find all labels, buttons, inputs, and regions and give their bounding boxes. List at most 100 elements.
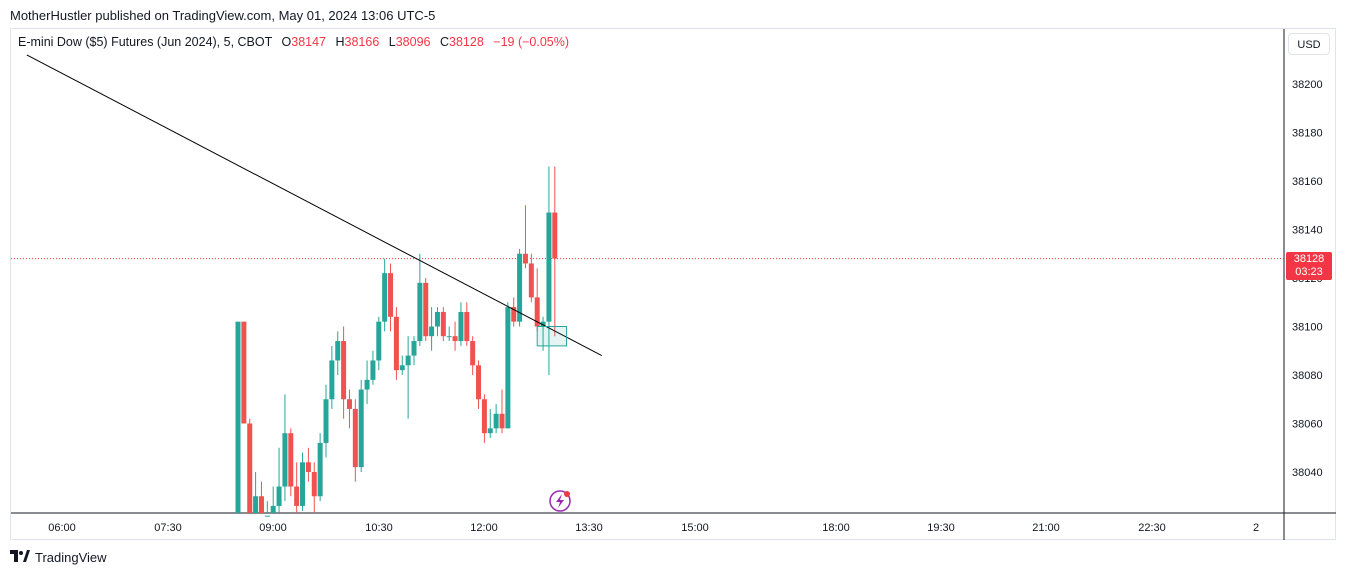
candle xyxy=(358,379,364,472)
candle-body xyxy=(370,360,376,380)
bar-countdown: 03:23 xyxy=(1295,266,1323,278)
candle-body xyxy=(505,307,511,429)
candle xyxy=(376,316,382,371)
candle-body xyxy=(393,316,399,371)
candle xyxy=(458,302,464,346)
candle xyxy=(294,462,300,513)
candle xyxy=(288,428,294,497)
candle-body xyxy=(517,253,523,322)
y-tick-label: 38140 xyxy=(1292,225,1323,237)
trendline[interactable] xyxy=(26,54,602,357)
candle-body xyxy=(429,326,435,337)
candle xyxy=(305,447,311,482)
y-tick-label: 38160 xyxy=(1292,176,1323,188)
candle xyxy=(434,307,440,337)
candle-body xyxy=(382,273,388,322)
x-tick-label: 07:30 xyxy=(154,522,182,534)
candle-body xyxy=(476,365,482,400)
candle xyxy=(370,350,376,385)
rectangle-drawing[interactable] xyxy=(536,326,568,347)
x-tick-label: 22:30 xyxy=(1138,522,1166,534)
candle-body xyxy=(440,311,446,337)
candle-body xyxy=(411,341,417,356)
candle-body xyxy=(317,442,323,497)
candle-body xyxy=(481,399,487,434)
y-tick-label: 38100 xyxy=(1292,322,1323,334)
candle-body xyxy=(405,355,411,366)
candle xyxy=(528,253,534,303)
candle-body xyxy=(376,321,382,361)
candle xyxy=(470,336,476,375)
tradingview-logo[interactable]: TradingView xyxy=(10,550,107,565)
x-tick-label: 21:00 xyxy=(1032,522,1060,534)
chart-legend: E-mini Dow ($5) Futures (Jun 2024), 5, C… xyxy=(18,35,569,49)
lightning-alert-icon[interactable] xyxy=(549,490,571,512)
last-price-tag: 38128 03:23 xyxy=(1286,252,1332,280)
candle xyxy=(411,336,417,366)
candle-body xyxy=(352,408,358,468)
candle xyxy=(317,433,323,502)
x-tick-label: 19:30 xyxy=(927,522,955,534)
legend-low-label: L xyxy=(388,35,396,49)
candle xyxy=(511,297,517,327)
candle xyxy=(253,472,259,513)
x-tick-label: 09:00 xyxy=(259,522,287,534)
candle xyxy=(282,394,288,502)
candle-body xyxy=(528,263,534,298)
candle-body xyxy=(452,336,458,342)
candle xyxy=(341,326,347,419)
candle-body xyxy=(258,496,264,513)
x-tick-label: 18:00 xyxy=(822,522,850,534)
last-price-value: 38128 xyxy=(1293,253,1325,265)
candle-body xyxy=(417,282,423,342)
x-tick-label: 10:30 xyxy=(365,522,393,534)
candle xyxy=(264,501,270,517)
candle xyxy=(311,462,317,513)
legend-high-value: 38166 xyxy=(344,35,380,49)
candle xyxy=(405,336,411,419)
candle xyxy=(540,316,546,351)
footer-brand: TradingView xyxy=(35,550,107,565)
legend-close-value: 38128 xyxy=(449,35,484,49)
candle-body xyxy=(446,336,452,338)
currency-button[interactable]: USD xyxy=(1288,33,1330,55)
candle xyxy=(487,408,493,439)
publisher-line: MotherHustler published on TradingView.c… xyxy=(10,8,436,23)
candle xyxy=(464,302,470,346)
candle xyxy=(417,253,423,346)
candle-body xyxy=(253,496,259,513)
x-tick-label: 06:00 xyxy=(48,522,76,534)
candle xyxy=(241,321,247,424)
candle-body xyxy=(546,212,552,322)
candle-body xyxy=(358,389,364,468)
candle-body xyxy=(346,399,352,409)
y-axis-ticks: 3804038060380803810038120381403816038180… xyxy=(1292,79,1323,479)
candle xyxy=(270,486,276,513)
candle xyxy=(276,447,282,513)
x-tick-label: 2 xyxy=(1253,522,1259,534)
candle-body xyxy=(294,486,300,506)
candle-body xyxy=(470,341,476,366)
legend-open-value: 38147 xyxy=(291,35,327,49)
candle-body xyxy=(399,365,405,371)
candle xyxy=(335,331,341,375)
candle-body xyxy=(487,428,493,434)
candle-body xyxy=(540,321,546,327)
y-tick-label: 38060 xyxy=(1292,419,1323,431)
legend-symbol[interactable]: E-mini Dow ($5) Futures (Jun 2024), 5, C… xyxy=(18,35,273,49)
candle-body xyxy=(552,212,558,259)
candle xyxy=(399,355,405,375)
axes xyxy=(11,29,1336,540)
candle-body xyxy=(288,433,294,487)
candle xyxy=(388,263,394,332)
candle xyxy=(247,418,253,513)
candle xyxy=(481,394,487,443)
candle-body xyxy=(434,311,440,327)
candle xyxy=(517,248,523,327)
candle xyxy=(393,307,399,380)
drawings xyxy=(26,54,602,357)
x-tick-label: 12:00 xyxy=(470,522,498,534)
candle-body xyxy=(364,379,370,390)
candle xyxy=(329,345,335,409)
